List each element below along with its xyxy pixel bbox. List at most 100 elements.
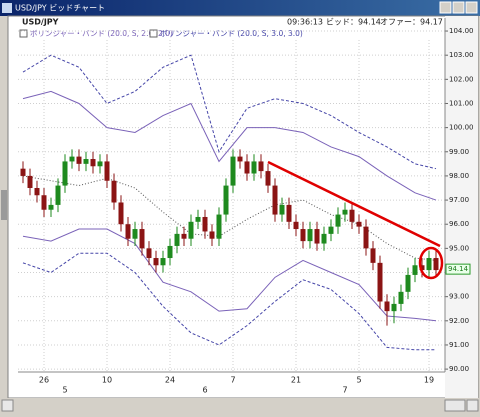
x-tick-label: 26: [39, 376, 49, 385]
y-tick-label: 104.00: [449, 27, 474, 35]
candle-body: [139, 229, 145, 249]
bid: ビッド：94.14: [326, 18, 381, 27]
candle-body: [188, 221, 194, 239]
candle-body: [356, 221, 362, 227]
candle-body: [146, 248, 152, 259]
candle-body: [216, 214, 222, 239]
candle-body: [328, 226, 334, 234]
candle-body: [321, 233, 327, 244]
candle-body: [55, 185, 61, 205]
candle-body: [335, 214, 341, 227]
month-label: 7: [342, 386, 347, 395]
y-tick-label: 95.00: [449, 244, 469, 252]
y-tick-label: 97.00: [449, 196, 469, 204]
candle-body: [174, 233, 180, 246]
price-axis-area: [445, 16, 478, 398]
candle-body: [83, 159, 89, 164]
last-price-label: 94.14: [448, 265, 469, 273]
candle-body: [377, 262, 383, 302]
month-label: 5: [62, 386, 67, 395]
candle-body: [90, 159, 96, 167]
time: 09:36:13: [287, 18, 323, 27]
scrollbar[interactable]: [0, 398, 480, 413]
y-tick-label: 103.00: [449, 51, 474, 59]
scroll-left[interactable]: [1, 399, 14, 412]
candle-body: [181, 233, 187, 239]
candle-body: [27, 175, 33, 188]
y-tick-label: 96.00: [449, 220, 469, 228]
band-lower: [22, 252, 436, 351]
y-tick-label: 98.00: [449, 172, 469, 180]
y-tick-label: 102.00: [449, 75, 474, 83]
scroll-thumb[interactable]: [444, 399, 466, 412]
close-button[interactable]: [465, 1, 478, 14]
candle-body: [202, 216, 208, 232]
y-tick-label: 92.00: [449, 317, 469, 325]
candle-body: [419, 265, 425, 271]
month-label: 6: [202, 386, 207, 395]
y-tick-label: 91.00: [449, 341, 469, 349]
candle-body: [223, 185, 229, 215]
chart-panel: [7, 15, 479, 399]
candle-body: [307, 229, 313, 242]
candle-body: [265, 171, 271, 186]
window-icon: [2, 3, 12, 13]
title-bar: [0, 0, 480, 16]
x-tick-label: 5: [356, 376, 361, 385]
legend-label: ボリンジャー・バンド (20.0, S, 3.0, 3.0): [160, 29, 303, 38]
band-lower: [22, 228, 437, 322]
x-tick-label: 10: [102, 376, 112, 385]
candle-body: [272, 185, 278, 215]
y-tick-label: 99.00: [449, 148, 469, 156]
candle-body: [20, 168, 26, 176]
legend-label: ボリンジャー・バンド (20.0, S, 2.0, 2.0): [30, 29, 173, 38]
candle-body: [111, 180, 117, 203]
candle-body: [132, 229, 138, 239]
candle-body: [279, 204, 285, 215]
highlight-circle: [418, 246, 444, 280]
y-tick-label: 90.00: [449, 365, 469, 373]
candle-body: [69, 156, 75, 162]
band-upper: [22, 90, 437, 201]
candle-body: [125, 224, 131, 239]
legend-icon: [19, 29, 28, 38]
x-tick-label: 19: [424, 376, 434, 385]
candle-body: [167, 245, 173, 259]
candle-body: [244, 161, 250, 174]
y-tick-label: 93.00: [449, 293, 469, 301]
candle-body: [398, 291, 404, 304]
candle-body: [118, 202, 124, 225]
y-tick-label: 101.00: [449, 99, 474, 107]
maximize-button[interactable]: [452, 1, 465, 14]
minimize-button[interactable]: [439, 1, 452, 14]
symbol: USD/JPY: [22, 18, 59, 27]
candle-body: [412, 265, 418, 275]
side-handle[interactable]: [1, 190, 7, 220]
offer: オファー：94.17: [380, 18, 443, 27]
candle-body: [41, 195, 47, 210]
legend-icon: [149, 29, 158, 38]
candle-body: [97, 161, 103, 167]
band-upper: [22, 54, 437, 170]
scroll-right[interactable]: [466, 399, 479, 412]
candle-body: [300, 229, 306, 242]
candle-body: [48, 204, 54, 210]
candle-body: [104, 161, 110, 181]
candle-body: [370, 248, 376, 263]
candle-body: [209, 231, 215, 239]
candle-body: [237, 156, 243, 162]
candle-body: [433, 258, 439, 271]
candle-body: [62, 161, 68, 186]
candle-body: [251, 161, 257, 174]
candle-body: [153, 258, 159, 266]
candle-body: [286, 204, 292, 222]
candle-body: [160, 258, 166, 266]
candle-body: [349, 209, 355, 222]
x-tick-label: 21: [291, 376, 301, 385]
candle-body: [426, 258, 432, 271]
candle-body: [363, 226, 369, 249]
candle-body: [258, 161, 264, 172]
candle-body: [195, 216, 201, 222]
